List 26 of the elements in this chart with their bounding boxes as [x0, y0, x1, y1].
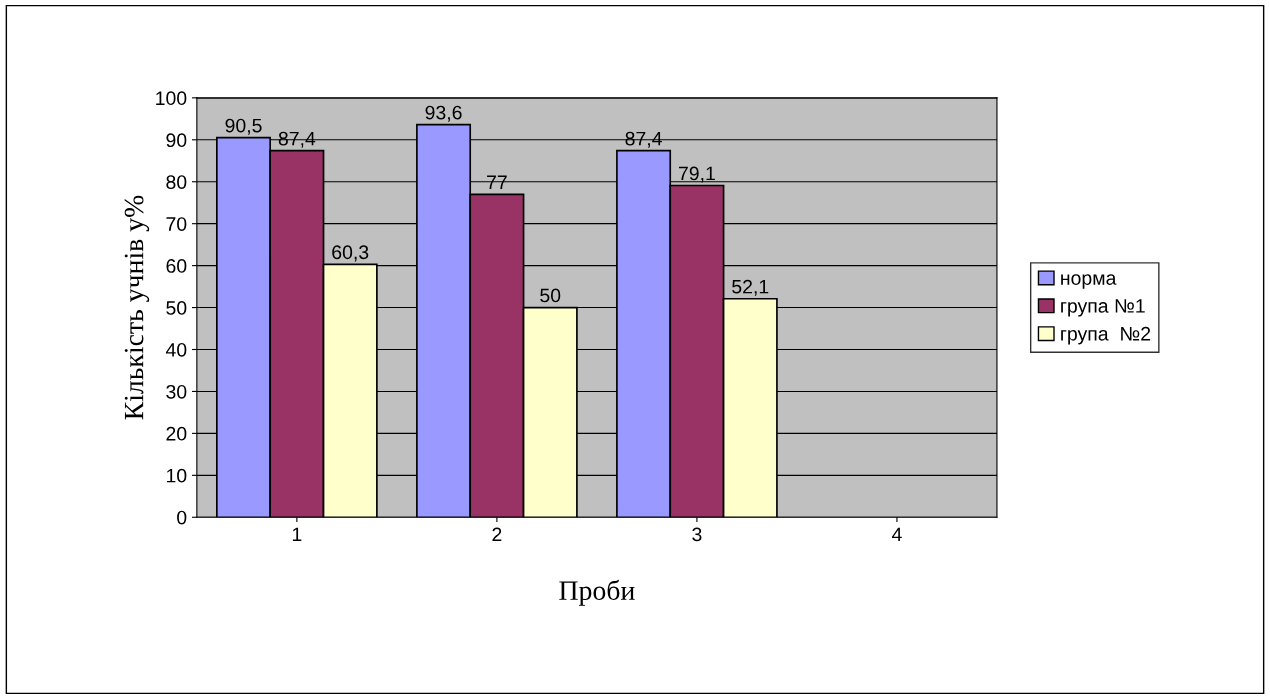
y-axis-title: Кількість учнів у%	[124, 195, 150, 420]
data-label: 60,3	[332, 245, 369, 262]
y-tick-label: 40	[165, 342, 187, 357]
y-tick-label: 20	[166, 426, 187, 441]
x-tick-label: 3	[692, 527, 702, 542]
legend-label: група №1	[1061, 299, 1145, 317]
y-tick-label: 50	[166, 301, 187, 315]
legend-label: група №2	[1061, 326, 1151, 345]
y-tick-label: 80	[166, 175, 187, 189]
x-tick-label: 4	[891, 527, 902, 542]
data-label: 52,1	[732, 279, 769, 296]
y-tick-label: 10	[166, 468, 187, 483]
data-label: 90,5	[225, 118, 262, 135]
y-tick-label: 30	[166, 384, 187, 399]
data-label: 50	[540, 288, 561, 303]
data-label: 79,1	[678, 166, 715, 183]
y-tick-label: 70	[166, 217, 187, 231]
x-axis-title: Проби	[559, 579, 635, 606]
y-tick-label: 0	[177, 510, 187, 525]
y-tick-label: 90	[166, 133, 187, 148]
data-label: 93,6	[425, 105, 462, 122]
y-tick-label: 100	[156, 91, 187, 106]
x-tick-label: 2	[492, 527, 502, 542]
y-tick-label: 60	[166, 259, 187, 273]
x-tick-label: 1	[292, 527, 302, 542]
legend-label: норма	[1061, 274, 1117, 289]
